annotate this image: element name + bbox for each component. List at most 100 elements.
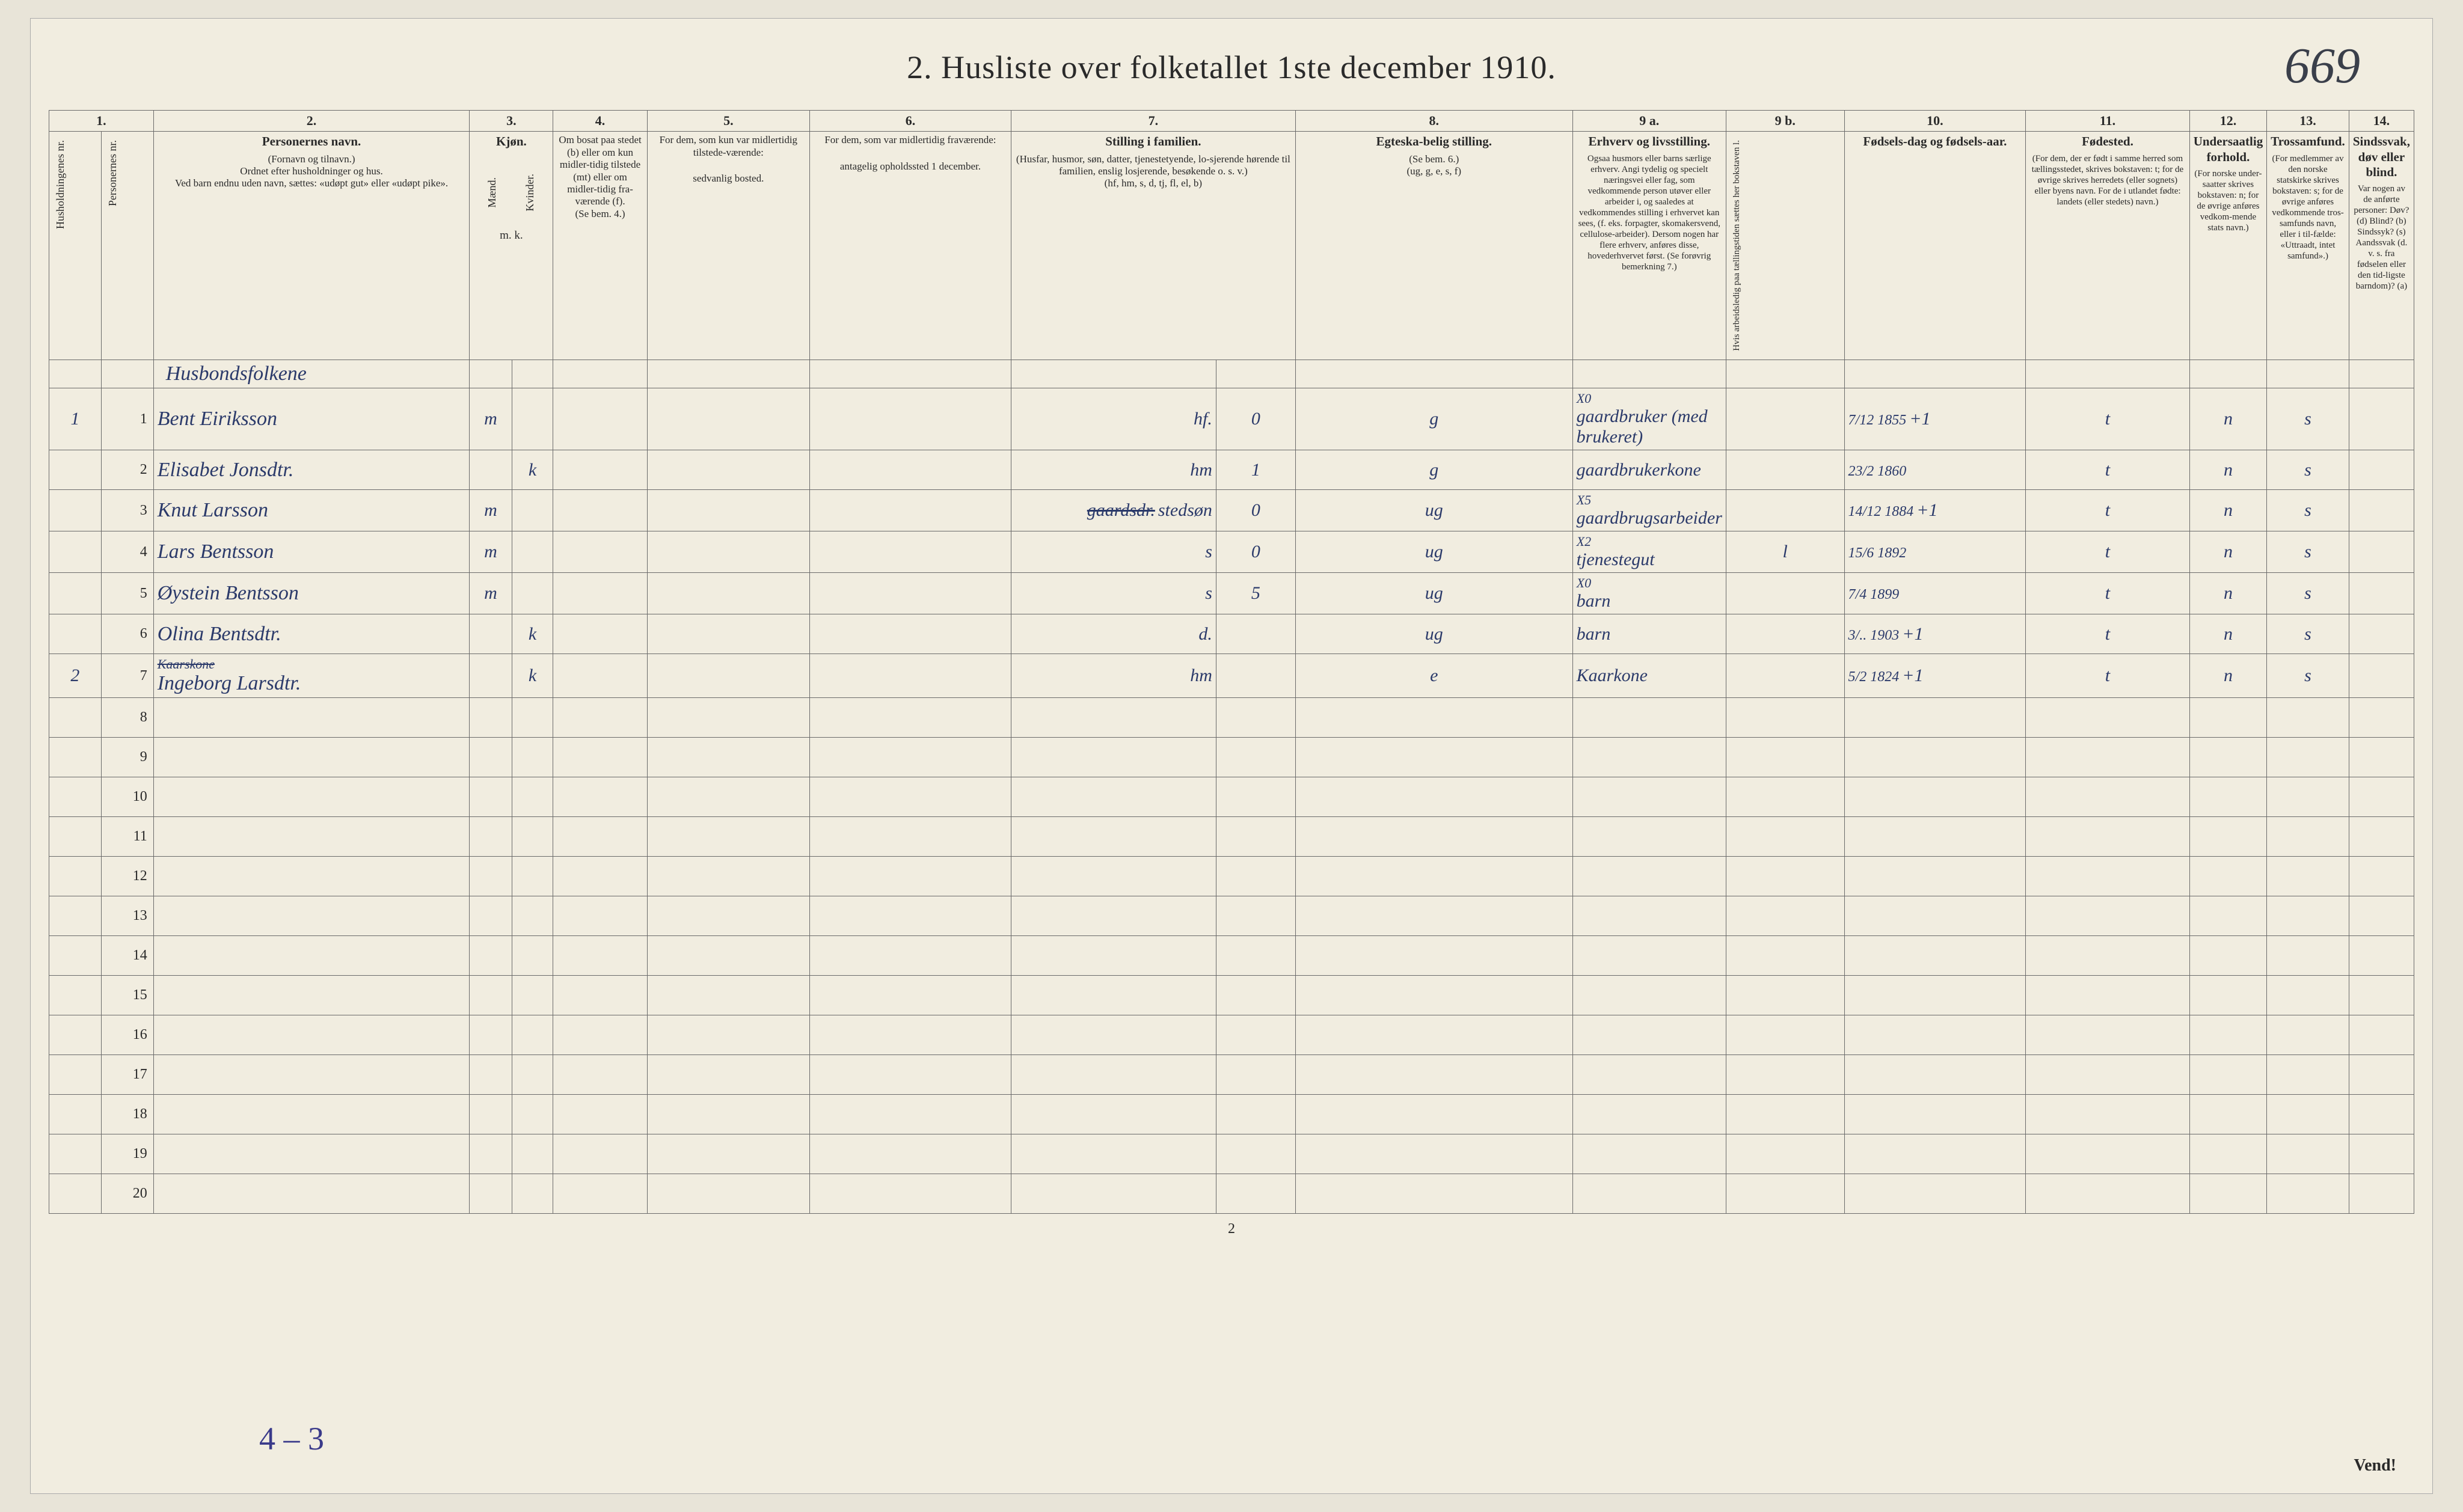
table-row-blank: 17 xyxy=(49,1055,2414,1095)
cell-family-pos-b: 5 xyxy=(1216,573,1295,614)
cell-occupation: X2tjenestegut xyxy=(1572,531,1726,573)
cell-person-no: 2 xyxy=(101,450,153,490)
cell-nationality: n xyxy=(2189,654,2267,698)
cell-marital: e xyxy=(1295,654,1572,698)
table-row-blank: 18 xyxy=(49,1095,2414,1134)
cell-religion: s xyxy=(2267,450,2349,490)
column-number-row: 1. 2. 3. 4. 5. 6. 7. 8. 9 a. 9 b. 10. 11… xyxy=(49,111,2414,132)
handwritten-page-number: 669 xyxy=(2284,37,2360,95)
cell-household-no: 2 xyxy=(49,654,102,698)
colnum-5: 5. xyxy=(647,111,809,132)
hdr-kjon: Kjøn. Mænd. Kvinder. m. k. xyxy=(470,132,553,360)
cell-family-pos: hm xyxy=(1011,450,1216,490)
table-row-blank: 14 xyxy=(49,936,2414,976)
cell-family-pos-b: 0 xyxy=(1216,531,1295,573)
table-row: 3 Knut Larsson m gaardsdr. stedsøn 0 ug … xyxy=(49,490,2414,531)
cell-disability xyxy=(2349,490,2414,531)
table-row: 1 1 Bent Eiriksson m hf. 0 g X0gaardbruk… xyxy=(49,388,2414,450)
hdr-arbeidsledig: Hvis arbeidsledig paa tællingstiden sætt… xyxy=(1726,132,1844,360)
form-title: 2. Husliste over folketallet 1ste decemb… xyxy=(907,49,1556,86)
colnum-6: 6. xyxy=(810,111,1011,132)
cell-birthplace: t xyxy=(2026,654,2190,698)
cell-name: KaarskoneIngeborg Larsdtr. xyxy=(153,654,470,698)
cell-religion: s xyxy=(2267,614,2349,654)
cell-unemployed xyxy=(1726,450,1844,490)
cell-nationality: n xyxy=(2189,388,2267,450)
cell-birthplace: t xyxy=(2026,388,2190,450)
hdr-midlertidig-tilstede: For dem, som kun var midlertidig tilsted… xyxy=(647,132,809,360)
cell-unemployed xyxy=(1726,490,1844,531)
vend-label: Vend! xyxy=(2354,1456,2396,1475)
cell-religion: s xyxy=(2267,531,2349,573)
cell-household-no: 1 xyxy=(49,388,102,450)
cell-person-no: 11 xyxy=(101,817,153,857)
cell-mf xyxy=(810,490,1011,531)
cell-occupation: barn xyxy=(1572,614,1726,654)
cell-sex-m xyxy=(470,654,512,698)
cell-sex-m: m xyxy=(470,388,512,450)
cell-sex-k xyxy=(512,490,553,531)
cell-person-no: 19 xyxy=(101,1134,153,1174)
cell-family-pos: gaardsdr. stedsøn xyxy=(1011,490,1216,531)
cell-household-no xyxy=(49,450,102,490)
cell-person-no: 10 xyxy=(101,777,153,817)
section-heading: Husbondsfolkene xyxy=(153,360,470,388)
cell-person-no: 5 xyxy=(101,573,153,614)
cell-mt xyxy=(647,654,809,698)
table-row-blank: 12 xyxy=(49,857,2414,896)
cell-mt xyxy=(647,531,809,573)
cell-mt xyxy=(647,490,809,531)
hdr-erhverv: Erhverv og livsstilling. Ogsaa husmors e… xyxy=(1572,132,1726,360)
hdr-bosat: Om bosat paa stedet (b) eller om kun mid… xyxy=(553,132,647,360)
cell-person-no: 3 xyxy=(101,490,153,531)
cell-mt xyxy=(647,573,809,614)
cell-person-no: 20 xyxy=(101,1174,153,1214)
colnum-12: 12. xyxy=(2189,111,2267,132)
cell-family-pos: hf. xyxy=(1011,388,1216,450)
cell-sex-m: m xyxy=(470,531,512,573)
cell-occupation: X0gaardbruker (med brukeret) xyxy=(1572,388,1726,450)
cell-mf xyxy=(810,614,1011,654)
colnum-2: 2. xyxy=(153,111,470,132)
blank-body: 8 9 10 11 12 xyxy=(49,698,2414,1214)
cell-mf xyxy=(810,450,1011,490)
table-row: 5 Øystein Bentsson m s 5 ug X0barn 7/4 1… xyxy=(49,573,2414,614)
cell-birthdate: 5/2 1824 +1 xyxy=(1844,654,2026,698)
hdr-fodsel: Fødsels-dag og fødsels-aar. xyxy=(1844,132,2026,360)
cell-disability xyxy=(2349,614,2414,654)
cell-nationality: n xyxy=(2189,490,2267,531)
cell-family-pos-b: 0 xyxy=(1216,388,1295,450)
cell-birthplace: t xyxy=(2026,490,2190,531)
colnum-8: 8. xyxy=(1295,111,1572,132)
cell-sex-m xyxy=(470,450,512,490)
cell-birthdate: 7/4 1899 xyxy=(1844,573,2026,614)
cell-household-no xyxy=(49,573,102,614)
table-row: 4 Lars Bentsson m s 0 ug X2tjenestegut l… xyxy=(49,531,2414,573)
cell-household-no xyxy=(49,490,102,531)
cell-person-no: 15 xyxy=(101,976,153,1015)
cell-nationality: n xyxy=(2189,614,2267,654)
cell-name: Elisabet Jonsdtr. xyxy=(153,450,470,490)
cell-birthplace: t xyxy=(2026,531,2190,573)
cell-family-pos-b: 0 xyxy=(1216,490,1295,531)
cell-birthdate: 15/6 1892 xyxy=(1844,531,2026,573)
table-row-blank: 10 xyxy=(49,777,2414,817)
cell-disability xyxy=(2349,531,2414,573)
colnum-1: 1. xyxy=(49,111,154,132)
cell-mt xyxy=(647,450,809,490)
colnum-11: 11. xyxy=(2026,111,2190,132)
cell-person-no: 1 xyxy=(101,388,153,450)
cell-name: Øystein Bentsson xyxy=(153,573,470,614)
cell-family-pos: s xyxy=(1011,573,1216,614)
cell-household-no xyxy=(49,614,102,654)
header-row: Husholdningenes nr. Personernes nr. Pers… xyxy=(49,132,2414,360)
cell-religion: s xyxy=(2267,490,2349,531)
cell-unemployed xyxy=(1726,573,1844,614)
cell-household-no xyxy=(49,531,102,573)
cell-sex-k: k xyxy=(512,654,553,698)
cell-person-no: 13 xyxy=(101,896,153,936)
cell-family-pos-b xyxy=(1216,654,1295,698)
colnum-14: 14. xyxy=(2349,111,2414,132)
table-row-blank: 20 xyxy=(49,1174,2414,1214)
cell-marital: g xyxy=(1295,388,1572,450)
